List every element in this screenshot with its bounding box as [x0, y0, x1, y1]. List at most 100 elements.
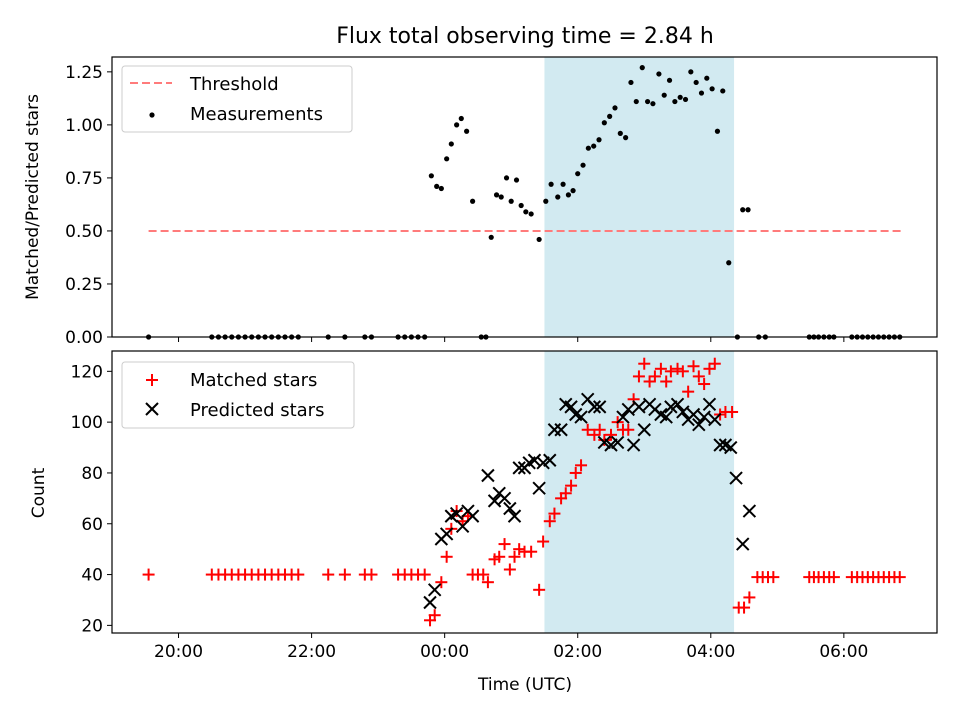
top-series0-point [726, 260, 732, 266]
top-series0-point [740, 207, 746, 213]
bottom-series1-point [742, 504, 757, 518]
bottom-series0-point [643, 375, 656, 388]
bottom-series0-point [428, 609, 441, 622]
measurements-legend-label: Measurements [190, 104, 323, 125]
top-series0-point [470, 198, 476, 204]
x-tick-label: 20:00 [154, 642, 203, 662]
bottom-series1-point [724, 440, 738, 455]
top-legend: Threshold Measurements [121, 65, 353, 133]
bottom-series0-point [477, 568, 490, 581]
bottom-series1-point [543, 453, 557, 467]
top-series0-point [498, 194, 504, 200]
top-series0-point [464, 128, 470, 134]
top-series0-point [677, 94, 683, 100]
bottom-series1-point [574, 410, 588, 424]
bottom-series0-point [513, 543, 526, 556]
bottom-series0-point [365, 568, 378, 581]
bottom-y-tick-label: 100 [71, 413, 103, 433]
x-axis-label: Time (UTC) [477, 675, 572, 695]
threshold-legend-label: Threshold [189, 74, 279, 95]
top-series0-point [709, 86, 715, 92]
top-series0-point [523, 209, 529, 215]
top-series0-point [628, 79, 634, 86]
top-panel: 0.00 0.25 0.50 0.75 1.00 1.25 Matched/Predict… [23, 56, 938, 348]
top-series0-point [745, 207, 751, 213]
top-series0-point [596, 137, 602, 143]
bottom-series0-point [622, 423, 635, 436]
bottom-axes-frame [111, 350, 938, 634]
bottom-series1-point [455, 519, 470, 534]
top-y-tick-label: 0.00 [65, 328, 103, 348]
top-y-axis-label: Matched/Predicted stars [23, 94, 43, 300]
x-tick-label: 00:00 [420, 642, 469, 662]
top-series0-point [585, 145, 591, 151]
top-series0-point [688, 69, 694, 75]
bottom-series0-point [435, 576, 448, 589]
x-tick-label: 06:00 [819, 642, 868, 662]
bottom-series1-point [713, 438, 727, 452]
bottom-plot-area [142, 351, 906, 633]
top-series0-point [503, 175, 510, 181]
top-series0-point [548, 181, 554, 187]
bottom-y-tick-label: 20 [81, 616, 103, 636]
top-series0-point [570, 188, 576, 194]
bottom-series0-point [593, 423, 606, 436]
bottom-series0-point [827, 571, 840, 584]
x-tick-label: 22:00 [287, 642, 336, 662]
x-tick-label: 04:00 [686, 642, 735, 662]
bottom-y-ticks: 20 40 60 80 100 120 [71, 362, 112, 636]
top-plot-area [145, 57, 904, 340]
bottom-series1-point [449, 506, 464, 521]
bottom-series0-point [533, 583, 546, 596]
bottom-series1-point [729, 471, 743, 485]
bottom-series1-point [697, 410, 711, 424]
top-series0-point [656, 71, 662, 77]
top-series0-point [714, 128, 721, 134]
top-series0-point [591, 143, 597, 149]
top-shaded-region [544, 57, 735, 337]
top-series0-point [639, 65, 645, 71]
top-series0-point [623, 135, 629, 141]
top-series0-point [513, 177, 520, 183]
bottom-series1-point [423, 595, 437, 610]
top-series0-point [633, 98, 639, 105]
bottom-series1-point [626, 438, 641, 452]
bottom-series0-point [292, 568, 305, 581]
top-series0-point [644, 98, 651, 105]
bottom-panel: 20 40 60 80 100 120 20:00 22:00 00:00 02:00 04:00… [29, 350, 938, 695]
measurements-legend-swatch [149, 112, 155, 118]
top-series0-point [428, 173, 434, 179]
top-series0-point [518, 202, 524, 209]
top-series0-point [458, 115, 464, 122]
top-y-tick-label: 1.00 [65, 116, 103, 136]
top-series0-point [672, 98, 678, 105]
bottom-series0-point [559, 487, 572, 500]
bottom-series1-point [532, 481, 546, 495]
chart-title: Flux total observing time = 2.84 h [336, 24, 714, 49]
top-y-tick-label: 1.25 [65, 63, 103, 83]
top-y-tick-label: 0.50 [65, 222, 103, 242]
bottom-series0-point [893, 571, 906, 584]
top-series0-point [575, 171, 581, 177]
top-series0-point [580, 162, 586, 168]
top-legend-box [121, 65, 353, 133]
bottom-series1-point [676, 405, 690, 419]
bottom-series1-point [439, 527, 454, 541]
bottom-y-tick-label: 60 [81, 515, 103, 535]
top-series0-point [508, 198, 514, 204]
bottom-series0-point [588, 428, 601, 441]
bottom-series1-point [670, 397, 685, 412]
bottom-series1-point [637, 423, 651, 437]
top-series0-point [434, 183, 440, 189]
bottom-series0-point [726, 405, 739, 418]
bottom-series0-point [708, 357, 721, 370]
top-series0-point [565, 192, 572, 198]
top-series0-point [661, 92, 667, 98]
top-series0-point [543, 198, 549, 204]
bottom-series1-point [527, 453, 542, 467]
top-series0-point [493, 192, 500, 198]
predicted-legend-swatch [145, 402, 159, 416]
top-series0-point [693, 79, 699, 86]
bottom-series0-point [604, 428, 617, 441]
